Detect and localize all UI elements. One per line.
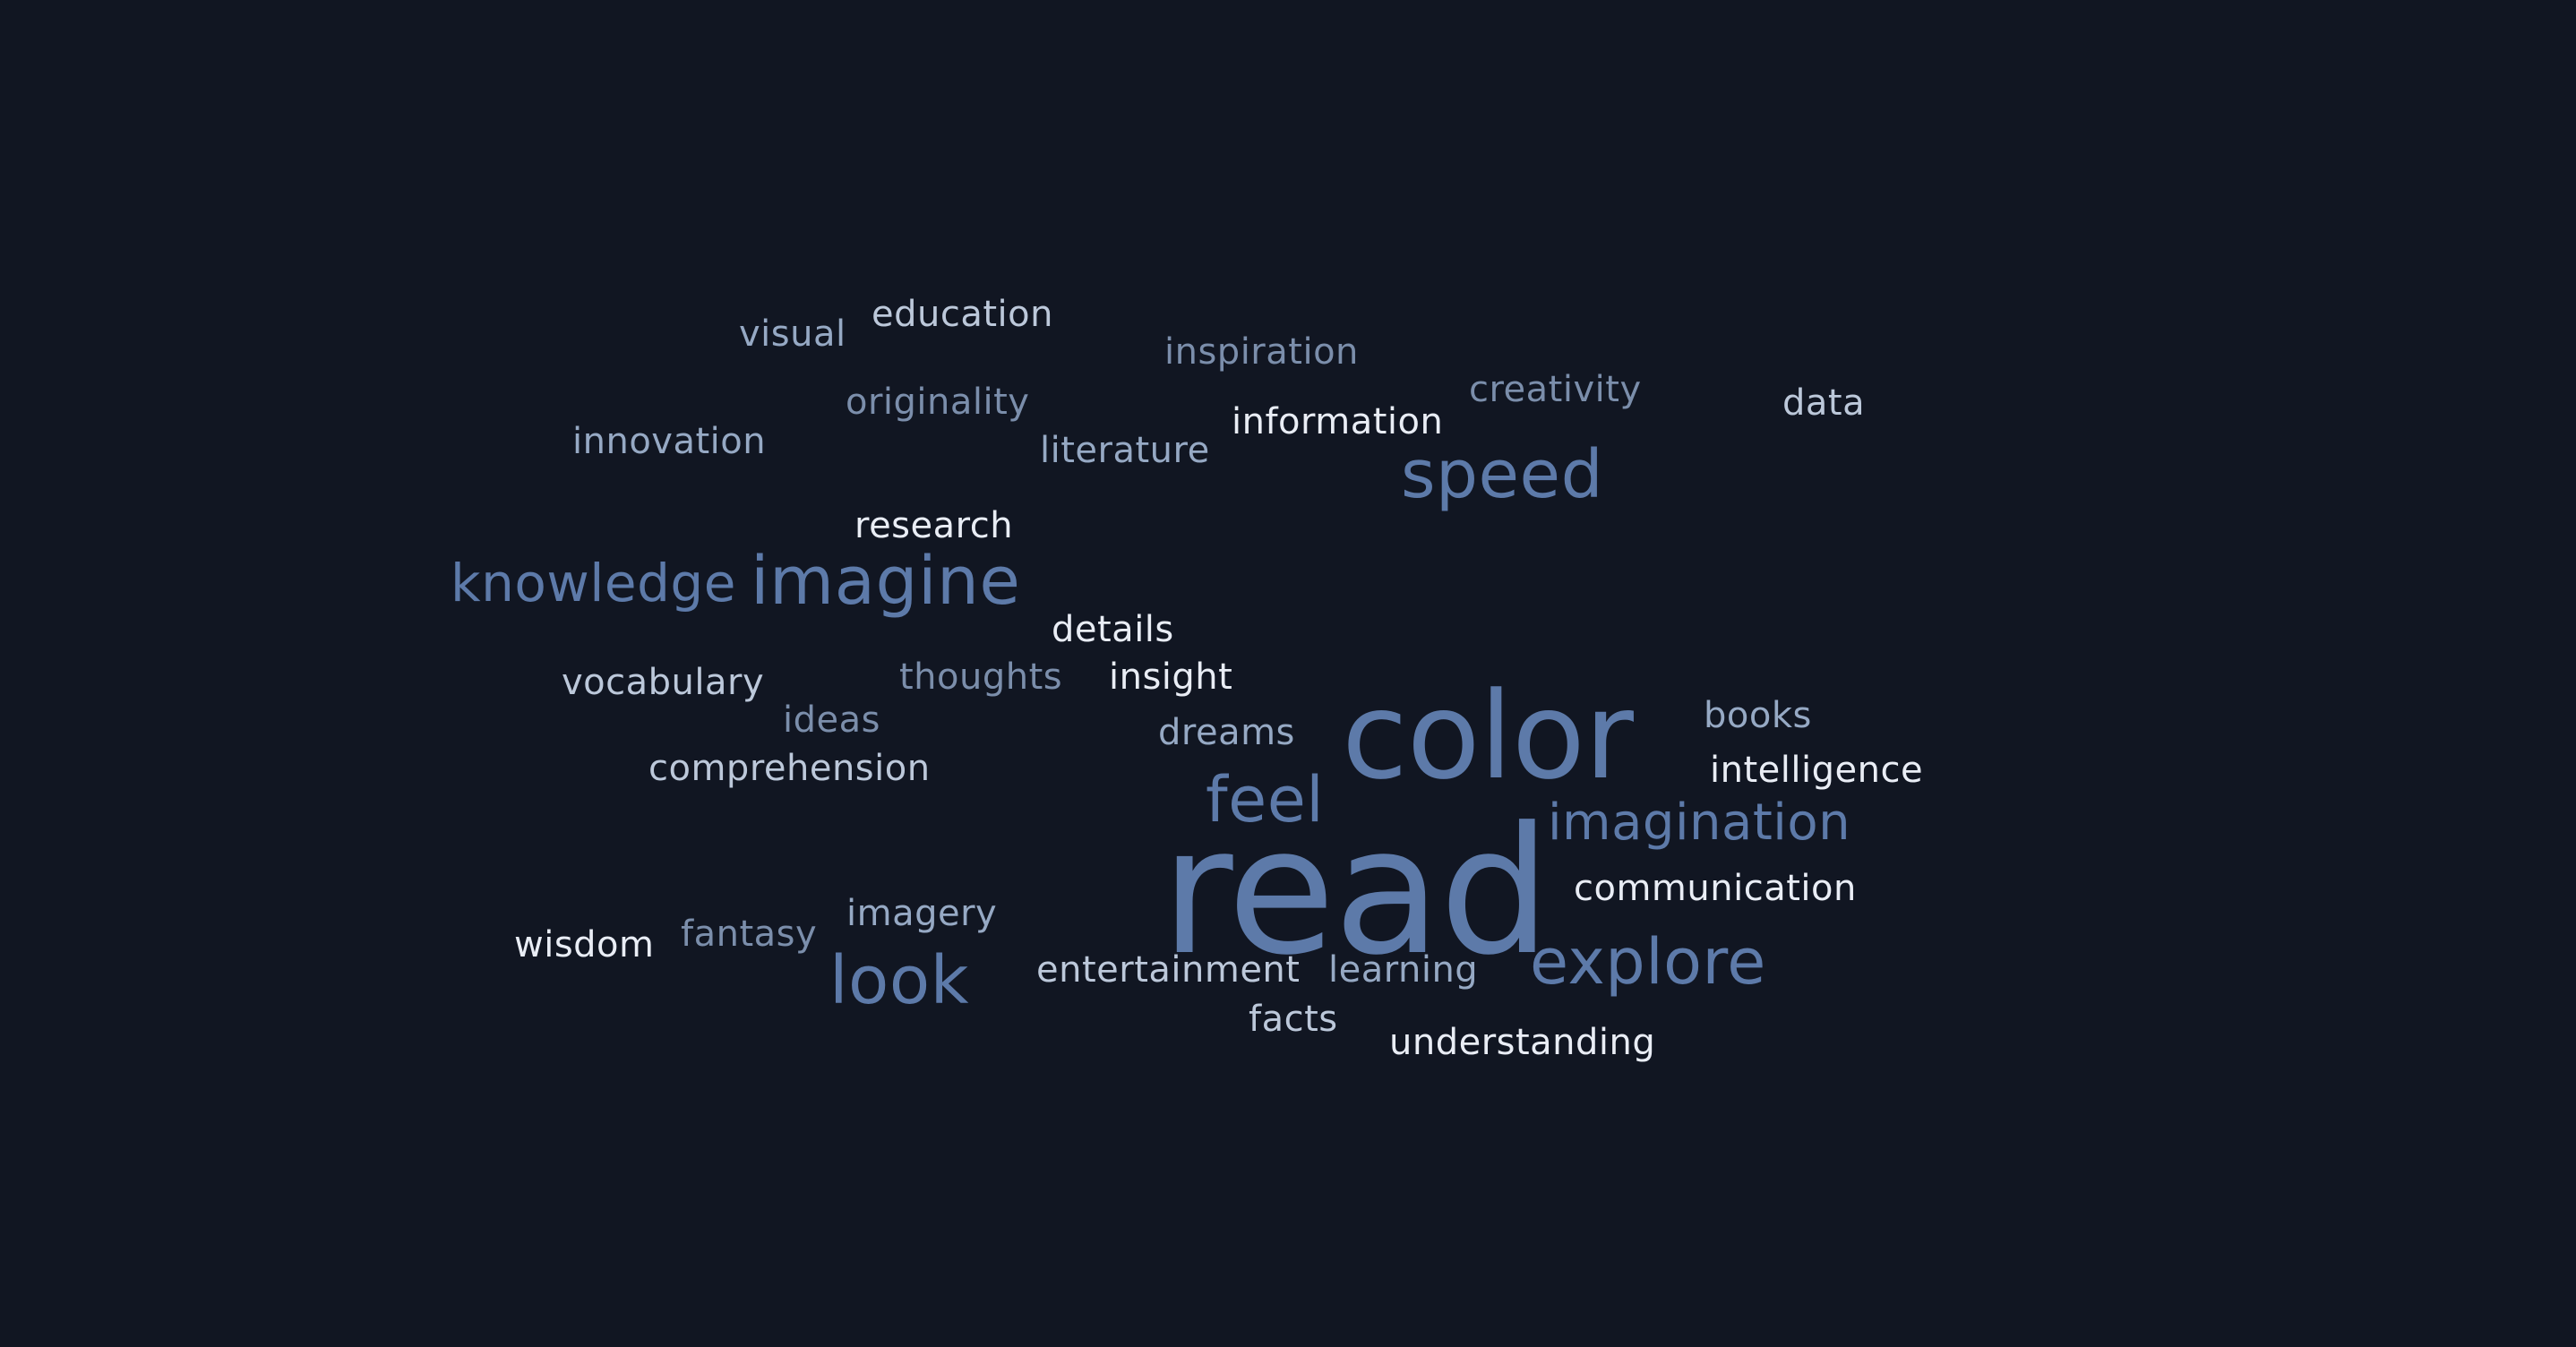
word-learning: learning [1328, 949, 1479, 991]
word-look: look [829, 942, 969, 1019]
word-wisdom: wisdom [514, 924, 655, 965]
word-vocabulary: vocabulary [562, 662, 765, 703]
word-fantasy: fantasy [681, 914, 818, 955]
word-information: information [1232, 401, 1444, 442]
word-entertainment: entertainment [1036, 949, 1301, 991]
word-details: details [1052, 609, 1174, 650]
word-facts: facts [1249, 999, 1338, 1040]
word-insight: insight [1109, 656, 1233, 698]
word-data: data [1782, 382, 1866, 424]
word-inspiration: inspiration [1164, 331, 1359, 373]
word-speed: speed [1401, 436, 1604, 513]
word-imagination: imagination [1548, 794, 1851, 852]
word-visual: visual [739, 313, 846, 355]
word-originality: originality [846, 382, 1030, 423]
word-dreams: dreams [1158, 712, 1295, 753]
word-imagery: imagery [846, 893, 998, 934]
word-imagine: imagine [751, 543, 1021, 620]
word-ideas: ideas [783, 699, 880, 741]
word-color: color [1342, 666, 1634, 806]
word-understanding: understanding [1389, 1022, 1656, 1063]
word-feel: feel [1206, 763, 1325, 837]
word-research: research [854, 505, 1014, 546]
word-education: education [872, 294, 1053, 335]
word-intelligence: intelligence [1710, 750, 1924, 791]
word-books: books [1704, 695, 1812, 736]
word-innovation: innovation [572, 421, 767, 462]
word-explore: explore [1530, 925, 1766, 999]
word-read: read [1161, 790, 1550, 994]
word-thoughts: thoughts [899, 656, 1063, 698]
word-communication: communication [1574, 868, 1857, 909]
word-creativity: creativity [1469, 369, 1642, 410]
word-knowledge: knowledge [451, 553, 736, 613]
word-comprehension: comprehension [648, 748, 931, 789]
word-literature: literature [1040, 430, 1210, 471]
